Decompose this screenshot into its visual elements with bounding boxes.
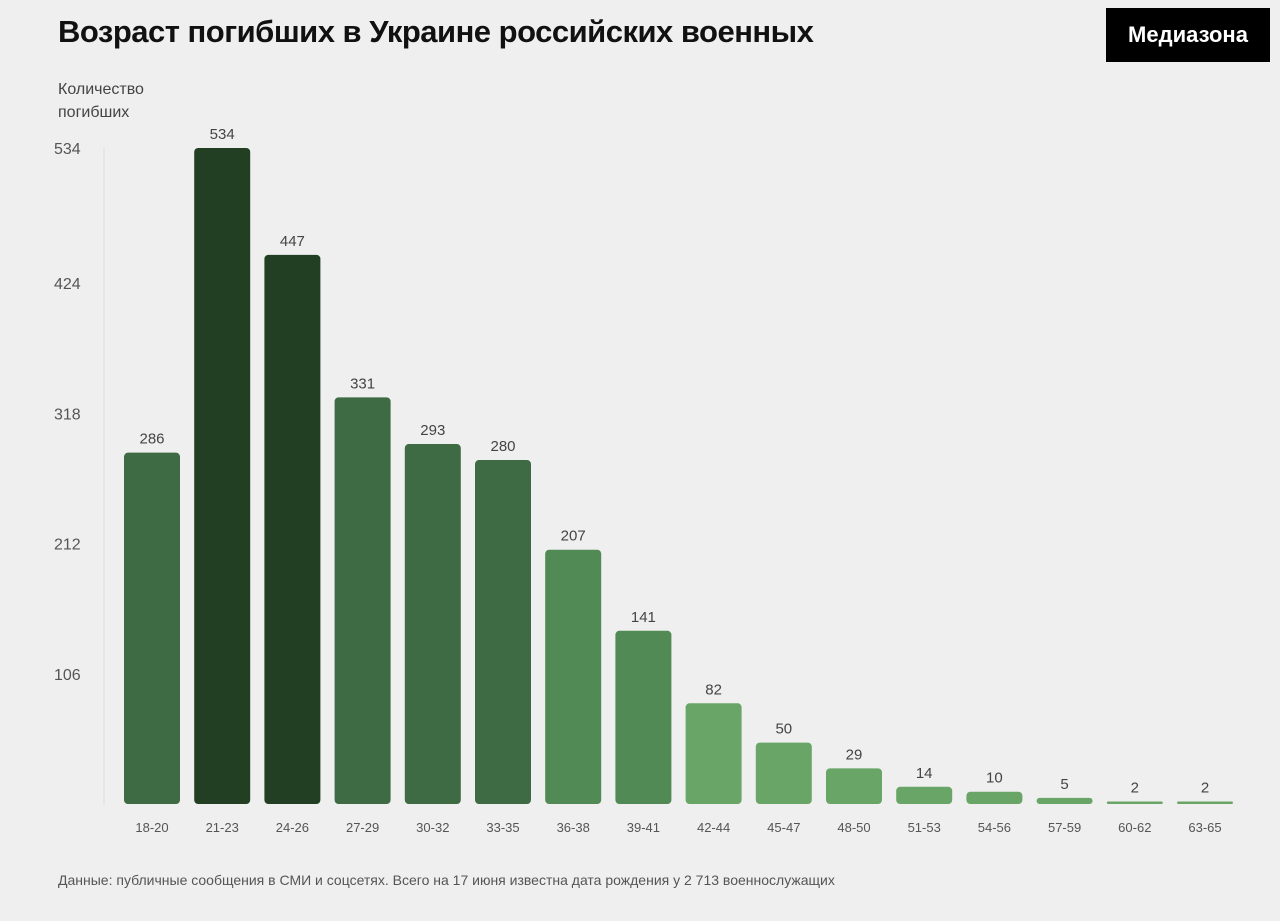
bar-value-label: 5 bbox=[1060, 776, 1068, 793]
y-tick-label: 106 bbox=[54, 667, 81, 684]
x-tick-label: 24-26 bbox=[276, 820, 309, 835]
x-tick-label: 36-38 bbox=[557, 820, 590, 835]
x-tick-label: 51-53 bbox=[908, 820, 941, 835]
bar-value-label: 447 bbox=[280, 233, 305, 250]
x-tick-label: 48-50 bbox=[837, 820, 870, 835]
bar bbox=[615, 631, 671, 804]
bar bbox=[686, 703, 742, 804]
bar-value-label: 293 bbox=[420, 422, 445, 439]
x-tick-labels: 18-20 21-23 24-26 27-29 30-32 33-35 36-38 39-41… bbox=[135, 820, 1221, 835]
bar bbox=[124, 453, 180, 804]
x-tick-label: 18-20 bbox=[135, 820, 168, 835]
bar-value-label: 207 bbox=[561, 528, 586, 545]
bar bbox=[756, 743, 812, 804]
y-tick-label: 424 bbox=[54, 276, 81, 293]
bar-value-label: 10 bbox=[986, 770, 1003, 787]
x-tick-label: 60-62 bbox=[1118, 820, 1151, 835]
y-ticks: 106 212 318 424 534 bbox=[54, 141, 81, 684]
x-tick-label: 57-59 bbox=[1048, 820, 1081, 835]
x-tick-label: 42-44 bbox=[697, 820, 730, 835]
bar bbox=[194, 148, 250, 804]
bar-value-label: 534 bbox=[210, 126, 235, 143]
x-tick-label: 30-32 bbox=[416, 820, 449, 835]
x-tick-label: 45-47 bbox=[767, 820, 800, 835]
bar-value-label: 50 bbox=[775, 721, 792, 738]
source-note: Данные: публичные сообщения в СМИ и соцс… bbox=[58, 872, 835, 888]
bar bbox=[1037, 798, 1093, 804]
bar-value-label: 2 bbox=[1131, 780, 1139, 797]
x-tick-label: 39-41 bbox=[627, 820, 660, 835]
y-tick-label: 212 bbox=[54, 537, 81, 554]
bar bbox=[1177, 802, 1233, 804]
bar bbox=[264, 255, 320, 804]
x-tick-label: 27-29 bbox=[346, 820, 379, 835]
x-tick-label: 63-65 bbox=[1188, 820, 1221, 835]
y-tick-label: 318 bbox=[54, 406, 81, 423]
y-tick-label: 534 bbox=[54, 141, 81, 158]
bar-value-label: 14 bbox=[916, 765, 933, 782]
bar-chart: 106212318424534 286534447331293280207141… bbox=[0, 0, 1280, 921]
bar-value-label: 331 bbox=[350, 375, 375, 392]
bar bbox=[1107, 802, 1163, 804]
bar bbox=[545, 550, 601, 804]
bar bbox=[335, 397, 391, 804]
bar-value-label: 286 bbox=[139, 431, 164, 448]
bar bbox=[405, 444, 461, 804]
bar bbox=[475, 460, 531, 804]
bar bbox=[896, 787, 952, 804]
x-tick-label: 54-56 bbox=[978, 820, 1011, 835]
bar-value-label: 29 bbox=[846, 746, 863, 763]
x-tick-label: 21-23 bbox=[206, 820, 239, 835]
x-tick-label: 33-35 bbox=[486, 820, 519, 835]
bar bbox=[826, 768, 882, 804]
bar-value-label: 280 bbox=[490, 438, 515, 455]
bar-value-label: 82 bbox=[705, 681, 722, 698]
bar-value-label: 141 bbox=[631, 609, 656, 626]
bar-value-label: 2 bbox=[1201, 780, 1209, 797]
bar bbox=[966, 792, 1022, 804]
